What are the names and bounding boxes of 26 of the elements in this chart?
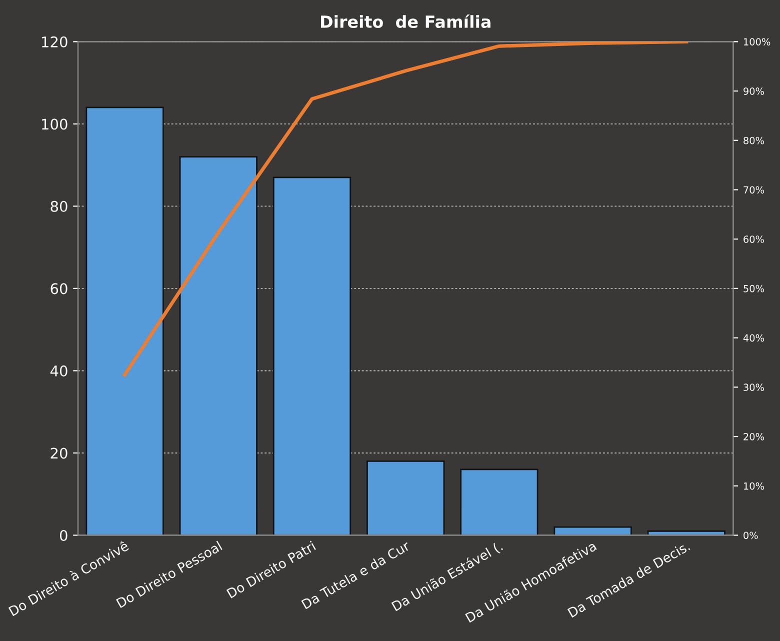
bar	[179, 156, 258, 536]
line-series	[123, 42, 688, 377]
y2-tick-label: 50%	[744, 284, 764, 292]
y-tick-label: 100	[42, 118, 68, 130]
y2-tick-label: 70%	[744, 186, 764, 194]
bar	[366, 460, 445, 536]
y2-tick-label: 100%	[744, 38, 770, 46]
y-tick-label: 0	[60, 530, 68, 541]
y2-tick-label: 80%	[744, 136, 764, 144]
y-tick-label: 40	[50, 365, 68, 376]
y2-tick-label: 10%	[744, 482, 764, 490]
y-tick-label: 60	[50, 283, 68, 294]
y2-tick-label: 40%	[743, 334, 764, 342]
y2-tick-label: 20%	[744, 433, 764, 440]
y2-tick-label: 90%	[744, 88, 764, 95]
y-tick-label: 20	[50, 448, 68, 459]
y-tick-label: 80	[50, 200, 68, 212]
y-tick-label: 120	[42, 36, 68, 48]
y2-tick-label: 30%	[744, 384, 764, 391]
bar	[460, 468, 538, 536]
y2-tick-label: 0%	[744, 532, 758, 540]
bar	[554, 526, 632, 536]
y2-tick-label: 60%	[744, 236, 764, 243]
bar	[86, 106, 164, 536]
chart-title: Direito de Família	[321, 14, 490, 28]
bar	[272, 176, 352, 536]
